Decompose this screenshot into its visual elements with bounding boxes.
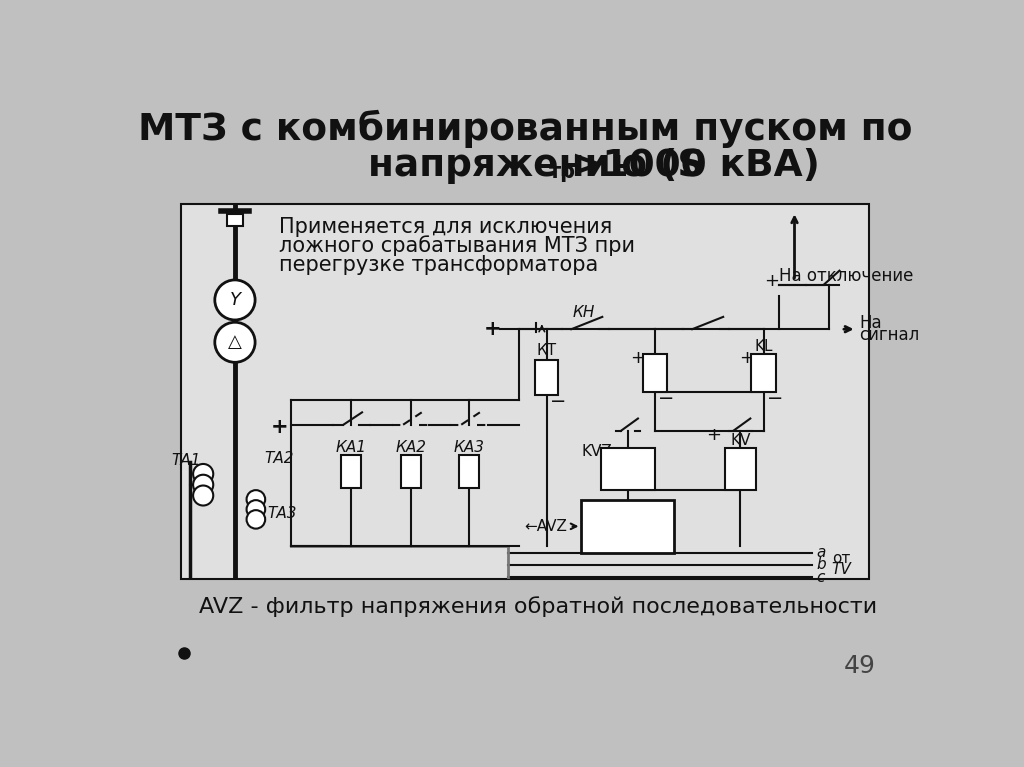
Text: +: +: [764, 272, 778, 290]
Bar: [227, 214, 243, 226]
Text: KL: KL: [755, 339, 773, 354]
Text: ТА3: ТА3: [267, 505, 297, 521]
Text: >1000 кВА): >1000 кВА): [571, 148, 820, 184]
Circle shape: [247, 490, 265, 509]
Text: напряжению (S: напряжению (S: [369, 148, 705, 184]
Circle shape: [215, 280, 255, 320]
Bar: [643, 354, 668, 393]
Text: тр: тр: [549, 162, 575, 182]
Bar: [582, 500, 675, 552]
Text: Y: Y: [229, 291, 241, 309]
Text: +: +: [483, 319, 501, 339]
Bar: [459, 456, 479, 488]
Text: Применяется для исключения: Применяется для исключения: [280, 217, 612, 237]
Text: c: c: [816, 570, 824, 584]
Text: −: −: [658, 389, 675, 408]
Bar: [535, 360, 558, 396]
Text: ТА2: ТА2: [264, 451, 294, 466]
Text: КТ: КТ: [537, 344, 557, 358]
Text: перегрузке трансформатора: перегрузке трансформатора: [280, 255, 598, 275]
Text: −: −: [550, 392, 566, 411]
Text: КА3: КА3: [454, 440, 484, 456]
Text: сигнал: сигнал: [859, 327, 920, 344]
Bar: [725, 448, 756, 490]
Text: a: a: [816, 545, 825, 560]
Text: 49: 49: [844, 653, 876, 678]
Text: КА2: КА2: [395, 440, 426, 456]
Circle shape: [247, 510, 265, 528]
Text: ←AVZ: ←AVZ: [524, 518, 567, 534]
Text: МТЗ с комбинированным пуском по: МТЗ с комбинированным пуском по: [137, 110, 912, 148]
Text: ТА1: ТА1: [171, 453, 201, 468]
Circle shape: [194, 464, 213, 484]
Text: +: +: [706, 426, 721, 443]
Text: +: +: [271, 417, 289, 437]
Text: КА1: КА1: [336, 440, 367, 456]
Circle shape: [247, 500, 265, 518]
Circle shape: [215, 322, 255, 362]
Text: b: b: [816, 558, 825, 572]
Circle shape: [194, 486, 213, 505]
Circle shape: [194, 475, 213, 495]
Text: TV: TV: [831, 562, 851, 577]
Bar: [400, 456, 421, 488]
Text: AVZ - фильтр напряжения обратной последовательности: AVZ - фильтр напряжения обратной последо…: [200, 596, 878, 617]
Bar: [751, 354, 776, 393]
Text: AVZ: AVZ: [602, 517, 638, 535]
Text: +: +: [739, 349, 754, 367]
Text: На: На: [859, 314, 883, 332]
Text: △: △: [228, 334, 242, 351]
Bar: [180, 204, 869, 579]
Bar: [601, 448, 655, 490]
Text: от: от: [831, 551, 850, 566]
Text: KVZ: KVZ: [582, 444, 612, 459]
Bar: [341, 456, 361, 488]
Text: КН: КН: [572, 304, 595, 320]
Text: −: −: [767, 389, 783, 408]
Text: ложного срабатывания МТЗ при: ложного срабатывания МТЗ при: [280, 235, 635, 256]
Text: +: +: [631, 349, 645, 367]
Text: KV: KV: [730, 433, 751, 448]
Text: На отключение: На отключение: [779, 267, 913, 285]
